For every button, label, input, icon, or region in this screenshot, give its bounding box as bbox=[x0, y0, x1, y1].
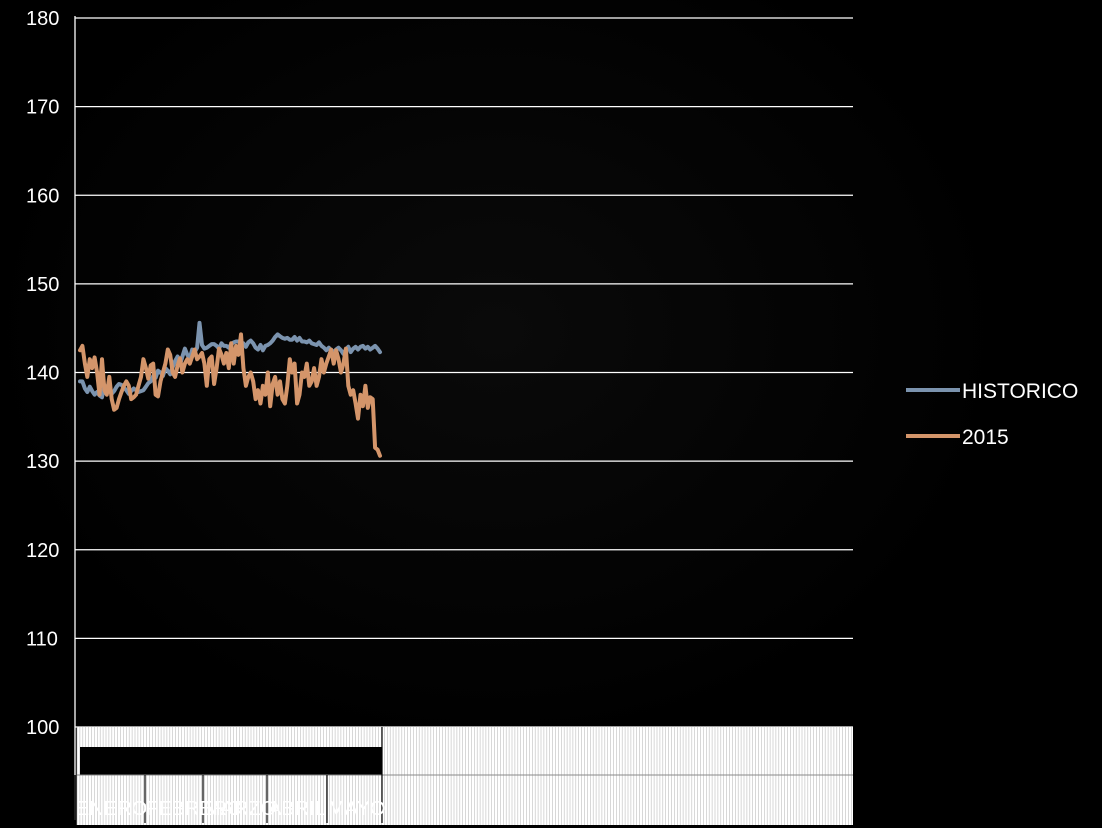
y-tick-label: 180 bbox=[26, 8, 59, 30]
y-tick-label: 150 bbox=[26, 274, 59, 296]
y-tick-label: 160 bbox=[26, 185, 59, 207]
legend: HISTORICO 2015 bbox=[906, 380, 1078, 449]
y-tick-label: 170 bbox=[26, 97, 59, 119]
gridlines bbox=[74, 16, 853, 820]
legend-label: 2015 bbox=[962, 426, 1009, 449]
y-tick-label: 130 bbox=[26, 451, 59, 473]
legend-label: HISTORICO bbox=[962, 380, 1078, 403]
y-tick-label: 140 bbox=[26, 363, 59, 385]
x-month-label: ABRIL bbox=[268, 798, 326, 820]
x-day-labels-overlap bbox=[80, 747, 382, 775]
y-axis-tick-labels: 100 110 120 130 140 150 160 170 180 bbox=[26, 8, 59, 739]
x-day-ticks bbox=[76, 727, 852, 825]
x-month-label: FEBRERO bbox=[146, 798, 243, 820]
y-tick-label: 110 bbox=[26, 628, 58, 650]
series-line-2015 bbox=[78, 332, 382, 458]
x-month-label: MAYO bbox=[328, 798, 385, 820]
y-tick-label: 100 bbox=[26, 717, 59, 739]
x-month-label: ENERO bbox=[76, 798, 147, 820]
series-lines bbox=[78, 320, 382, 458]
x-month-label: MARZO bbox=[204, 798, 276, 820]
y-tick-label: 120 bbox=[26, 540, 59, 562]
